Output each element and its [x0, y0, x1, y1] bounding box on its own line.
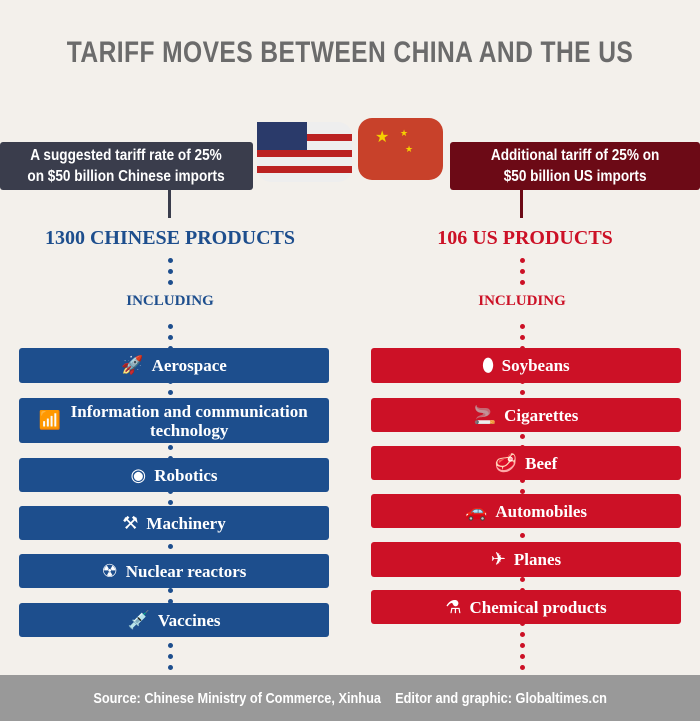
flask-icon: ⚗: [445, 596, 462, 618]
dot-connector: [168, 599, 173, 604]
connector-line: [168, 190, 171, 218]
svg-text:★: ★: [400, 128, 408, 138]
product-label: Aerospace: [151, 356, 227, 375]
wifi-icon: 📶: [38, 410, 62, 431]
dot-connector: [168, 445, 173, 450]
steak-icon: 🥩: [494, 452, 518, 474]
us-tariff-line2: on $50 billion Chinese imports: [27, 168, 226, 185]
china-product-nuclear-reactors: ☢ Nuclear reactors: [19, 554, 329, 588]
china-product-vaccines: 💉 Vaccines: [19, 603, 329, 637]
product-label: Automobiles: [495, 501, 588, 521]
dot-connector: [520, 478, 525, 483]
us-tariff-line1: A suggested tariff rate of 25%: [30, 147, 223, 164]
dot-connector: [168, 324, 173, 329]
dot-connector: [520, 335, 525, 340]
robot-icon: ◉: [130, 464, 147, 486]
product-label: Chemical products: [469, 597, 607, 617]
us-product-cigarettes: 🚬 Cigarettes: [371, 398, 681, 432]
product-label: Beef: [525, 453, 558, 473]
product-label: Machinery: [146, 513, 226, 533]
car-icon: 🚗: [464, 500, 488, 522]
dot-connector: [520, 390, 525, 395]
us-tariff-box: A suggested tariff rate of 25% on $50 bil…: [0, 142, 253, 190]
china-product-robotics: ◉ Robotics: [19, 458, 329, 492]
source-footer: Source: Chinese Ministry of Commerce, Xi…: [0, 675, 700, 721]
dot-connector: [520, 489, 525, 494]
dot-connector: [520, 632, 525, 637]
dot-connector: [168, 643, 173, 648]
dot-connector: [168, 280, 173, 285]
dot-connector: [520, 643, 525, 648]
svg-text:★: ★: [375, 129, 389, 146]
syringe-icon: 💉: [127, 609, 150, 631]
us-product-beef: 🥩 Beef: [371, 446, 681, 480]
left-heading: 1300 CHINESE PRODUCTS: [44, 227, 296, 249]
dot-connector: [168, 390, 173, 395]
china-product-information-and-communication-technology: 📶 Information and communication technolog…: [19, 398, 329, 443]
dot-connector: [520, 258, 525, 263]
source-text: Source: Chinese Ministry of Commerce, Xi…: [93, 689, 607, 707]
right-including: INCLUDING: [478, 293, 566, 309]
cigarette-icon: 🚬: [473, 404, 497, 426]
us-product-chemical-products: ⚗ Chemical products: [371, 590, 681, 624]
dot-connector: [520, 533, 525, 538]
product-label: Nuclear reactors: [125, 561, 247, 581]
us-product-planes: ✈ Planes: [371, 542, 681, 577]
dot-connector: [168, 269, 173, 274]
dot-connector: [520, 654, 525, 659]
product-label: Information and communication technology: [70, 401, 308, 440]
rocket-icon: 🚀: [121, 355, 144, 376]
china-fist-icon: ★ ★ ★: [358, 118, 443, 180]
radiation-icon: ☢: [101, 560, 118, 582]
fists-illustration: ★ ★ ★: [257, 118, 443, 182]
china-tariff-box: Additional tariff of 25% on $50 billion U…: [450, 142, 700, 190]
robot-arm-icon: ⚒: [122, 512, 139, 534]
china-tariff-line2: $50 billion US imports: [503, 168, 647, 185]
product-label: Cigarettes: [504, 405, 579, 425]
page-title: TARIFF MOVES BETWEEN CHINA AND THE US: [66, 36, 634, 69]
dot-connector: [520, 665, 525, 670]
product-label: Robotics: [154, 465, 218, 485]
dot-connector: [168, 588, 173, 593]
right-heading: 106 US PRODUCTS: [437, 227, 613, 249]
dot-connector: [168, 654, 173, 659]
left-including: INCLUDING: [126, 293, 214, 309]
dot-connector: [520, 269, 525, 274]
soybean-icon: ⬮: [482, 355, 494, 376]
dot-connector: [168, 258, 173, 263]
dot-connector: [520, 577, 525, 582]
dot-connector: [520, 280, 525, 285]
product-label: Soybeans: [501, 356, 570, 375]
dot-connector: [520, 324, 525, 329]
dot-connector: [168, 335, 173, 340]
china-product-machinery: ⚒ Machinery: [19, 506, 329, 540]
product-label: Vaccines: [157, 610, 221, 630]
china-tariff-line1: Additional tariff of 25% on: [490, 147, 660, 164]
dot-connector: [520, 434, 525, 439]
product-label: Planes: [513, 550, 562, 569]
us-product-automobiles: 🚗 Automobiles: [371, 494, 681, 528]
connector-line: [520, 190, 523, 218]
svg-text:★: ★: [405, 144, 413, 154]
plane-icon: ✈: [490, 549, 506, 570]
us-product-soybeans: ⬮ Soybeans: [371, 348, 681, 383]
dot-connector: [168, 665, 173, 670]
dot-connector: [168, 500, 173, 505]
dot-connector: [168, 544, 173, 549]
us-fist-icon: [257, 122, 352, 182]
china-product-aerospace: 🚀 Aerospace: [19, 348, 329, 383]
